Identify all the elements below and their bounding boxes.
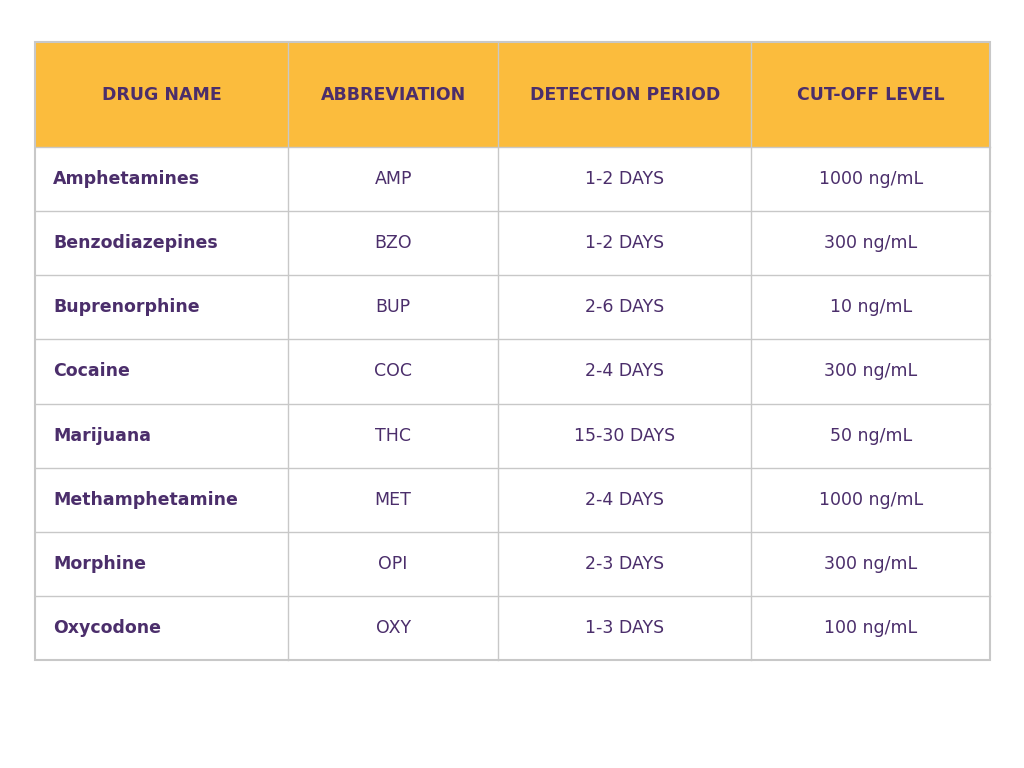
- Text: OXY: OXY: [376, 619, 411, 637]
- Text: Buprenorphine: Buprenorphine: [53, 298, 200, 316]
- Text: OPI: OPI: [379, 554, 408, 573]
- Text: 2-4 DAYS: 2-4 DAYS: [585, 491, 665, 508]
- Text: Morphine: Morphine: [53, 554, 146, 573]
- Text: 1000 ng/mL: 1000 ng/mL: [818, 170, 923, 188]
- Text: 2-4 DAYS: 2-4 DAYS: [585, 362, 665, 380]
- Text: 1-2 DAYS: 1-2 DAYS: [585, 170, 665, 188]
- Text: ABBREVIATION: ABBREVIATION: [321, 85, 466, 104]
- Text: 10 ng/mL: 10 ng/mL: [829, 298, 911, 316]
- Text: BZO: BZO: [375, 234, 412, 252]
- Bar: [35, 339, 990, 403]
- Text: 2-3 DAYS: 2-3 DAYS: [585, 554, 665, 573]
- Bar: [35, 275, 990, 339]
- Text: Amphetamines: Amphetamines: [53, 170, 200, 188]
- Text: 1-2 DAYS: 1-2 DAYS: [585, 234, 665, 252]
- Text: Oxycodone: Oxycodone: [53, 619, 161, 637]
- Text: 300 ng/mL: 300 ng/mL: [824, 362, 918, 380]
- Text: BUP: BUP: [376, 298, 411, 316]
- Bar: [35, 211, 990, 275]
- Text: Methamphetamine: Methamphetamine: [53, 491, 238, 508]
- Text: Benzodiazepines: Benzodiazepines: [53, 234, 218, 252]
- Bar: [35, 403, 990, 468]
- Bar: [35, 42, 990, 660]
- Text: 100 ng/mL: 100 ng/mL: [824, 619, 918, 637]
- Text: Cocaine: Cocaine: [53, 362, 130, 380]
- Text: Marijuana: Marijuana: [53, 426, 151, 445]
- Text: COC: COC: [374, 362, 412, 380]
- Text: 2-6 DAYS: 2-6 DAYS: [585, 298, 665, 316]
- Bar: [35, 531, 990, 596]
- Bar: [35, 468, 990, 531]
- Bar: [35, 42, 990, 147]
- Text: DETECTION PERIOD: DETECTION PERIOD: [529, 85, 720, 104]
- Text: THC: THC: [375, 426, 411, 445]
- Text: 1000 ng/mL: 1000 ng/mL: [818, 491, 923, 508]
- Text: 15-30 DAYS: 15-30 DAYS: [574, 426, 675, 445]
- Text: MET: MET: [375, 491, 412, 508]
- Text: 300 ng/mL: 300 ng/mL: [824, 234, 918, 252]
- Text: CUT-OFF LEVEL: CUT-OFF LEVEL: [797, 85, 944, 104]
- Text: AMP: AMP: [375, 170, 412, 188]
- Text: 1-3 DAYS: 1-3 DAYS: [585, 619, 665, 637]
- Text: DRUG NAME: DRUG NAME: [101, 85, 221, 104]
- Text: 50 ng/mL: 50 ng/mL: [829, 426, 911, 445]
- Bar: [35, 596, 990, 660]
- Bar: [35, 147, 990, 211]
- Text: 300 ng/mL: 300 ng/mL: [824, 554, 918, 573]
